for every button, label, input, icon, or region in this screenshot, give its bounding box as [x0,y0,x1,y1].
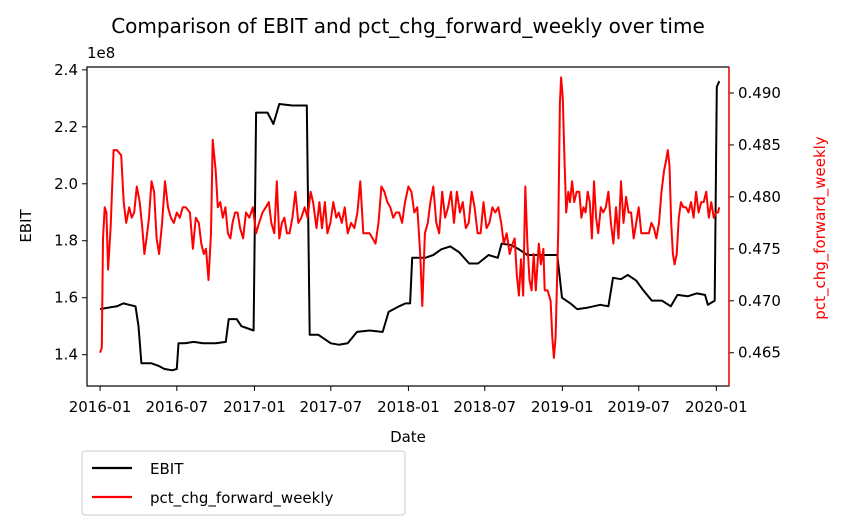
x-tick-label: 2018-01 [377,398,440,416]
y-left-tick-label: 1.4 [54,346,78,364]
y-axis-right: 0.465 0.470 0.475 0.480 0.485 0.490 [728,67,781,386]
x-tick-label: 2017-01 [223,398,286,416]
y-axis-right-label: pct_chg_forward_weekly [811,136,830,320]
y-axis-left: 1.4 1.6 1.8 2.0 2.2 2.4 [54,61,87,364]
plot-lines [99,76,721,372]
y-left-tick-label: 2.2 [54,118,78,136]
x-axis-label: Date [390,428,426,446]
y-right-tick-label: 0.475 [738,240,781,258]
legend-label-pct-chg: pct_chg_forward_weekly [150,489,334,508]
x-tick-label: 2019-01 [531,398,594,416]
y-right-tick-label: 0.470 [738,292,781,310]
legend-label-ebit: EBIT [150,460,184,478]
y-right-tick-label: 0.490 [738,84,781,102]
y-right-tick-label: 0.480 [738,188,781,206]
legend: EBIT pct_chg_forward_weekly [81,450,406,516]
y-left-offset-label: 1e8 [87,44,115,62]
chart-title: Comparison of EBIT and pct_chg_forward_w… [111,14,705,38]
x-tick-label: 2017-07 [299,398,362,416]
y-left-tick-label: 2.4 [54,61,78,79]
series-line-0 [99,80,721,372]
x-tick-label: 2020-01 [685,398,748,416]
y-axis-left-label: EBIT [17,208,35,242]
y-right-tick-label: 0.485 [738,136,781,154]
x-tick-label: 2019-07 [607,398,670,416]
y-right-tick-label: 0.465 [738,344,781,362]
x-tick-label: 2018-07 [453,398,516,416]
y-left-tick-label: 1.6 [54,289,78,307]
y-left-tick-label: 2.0 [54,175,78,193]
x-tick-label: 2016-07 [146,398,209,416]
y-left-tick-label: 1.8 [54,232,78,250]
series-line-1 [99,76,721,359]
x-axis: 2016-01 2016-07 2017-01 2017-07 2018-01 2018-… [69,386,748,416]
x-tick-label: 2016-01 [69,398,132,416]
legend-box [81,450,406,516]
